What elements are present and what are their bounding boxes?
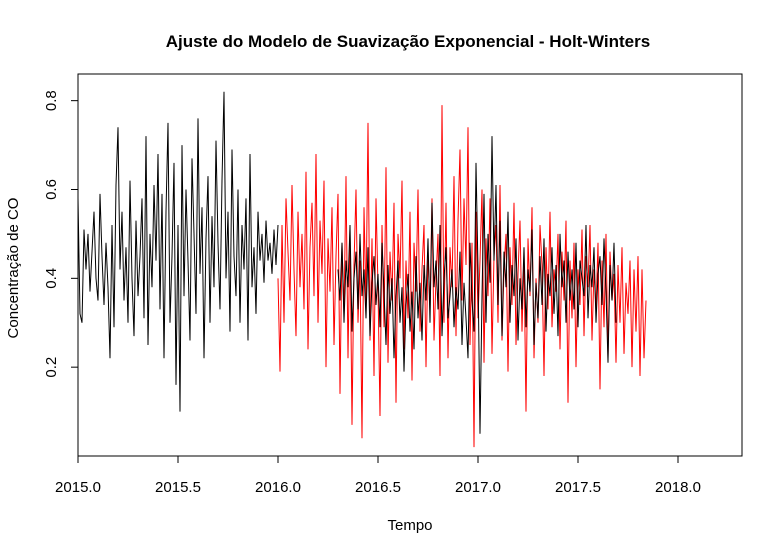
x-tick-label: 2016.0 — [255, 479, 301, 496]
x-axis-label: Tempo — [387, 517, 432, 534]
chart-title: Ajuste do Modelo de Suavização Exponenci… — [166, 32, 650, 51]
series-layer — [77, 91, 647, 448]
y-tick-label: 0.4 — [43, 268, 60, 289]
x-tick-label: 2018.0 — [655, 479, 701, 496]
series-line-1 — [77, 91, 279, 412]
y-tick-label: 0.8 — [43, 90, 60, 111]
x-tick-label: 2016.5 — [355, 479, 401, 496]
y-tick-label: 0.2 — [43, 357, 60, 378]
x-tick-label: 2015.5 — [155, 479, 201, 496]
x-tick-label: 2015.0 — [55, 479, 101, 496]
x-tick-label: 2017.0 — [455, 479, 501, 496]
series-line-3 — [337, 136, 617, 434]
x-tick-label: 2017.5 — [555, 479, 601, 496]
y-axis-label: Concentração de CO — [5, 198, 22, 339]
y-tick-label: 0.6 — [43, 179, 60, 200]
plot-frame — [77, 73, 743, 457]
series-line-2 — [277, 105, 647, 448]
axes-layer: 2015.0 2015.5 2016.0 2016.5 2017.0 2017.5 2018… — [43, 90, 701, 496]
